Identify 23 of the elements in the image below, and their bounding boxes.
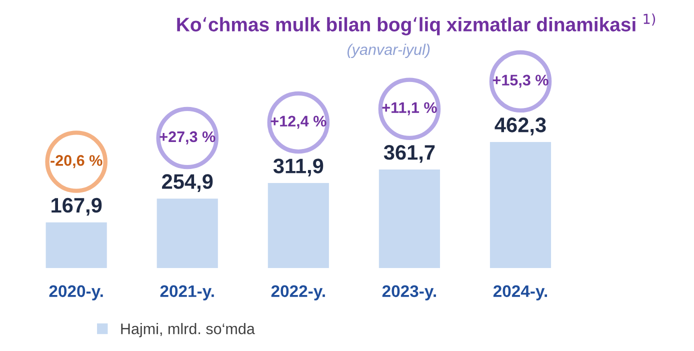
data-label: 462,3 [494, 118, 546, 136]
annotation: +27,3 % [160, 131, 216, 144]
bar [378, 169, 440, 268]
bar [490, 142, 552, 268]
annotation: -20,6 % [50, 155, 102, 168]
bar [46, 222, 107, 268]
x-tick-label: 2021-y. [160, 285, 214, 300]
text: +12,4 % [270, 116, 326, 129]
chart-title: Ko‘chmas mulk bilan bog‘liq xizmatlar dinamikasi $^{1)}$ [177, 13, 656, 36]
data-label: 361,7 [384, 145, 435, 163]
text: +15,3 % [492, 74, 548, 88]
data-label: 254,9 [162, 174, 213, 192]
x-tick-label: 2020-y. [49, 285, 103, 300]
x-tick-label: 2024-y. [493, 285, 548, 300]
chart-subtitle: (yanvar-iyul) [347, 44, 430, 58]
legend-label: Hajmi, mlrd. so‘mda [121, 323, 255, 338]
data-label: 311,9 [273, 158, 324, 176]
text: +11,1 % [382, 102, 437, 116]
data-label: 167,9 [52, 198, 102, 216]
x-tick-label: 2022-y. [271, 285, 325, 300]
bar [156, 198, 218, 268]
x-tick-label: 2023-y. [382, 285, 436, 300]
bar [268, 183, 329, 268]
